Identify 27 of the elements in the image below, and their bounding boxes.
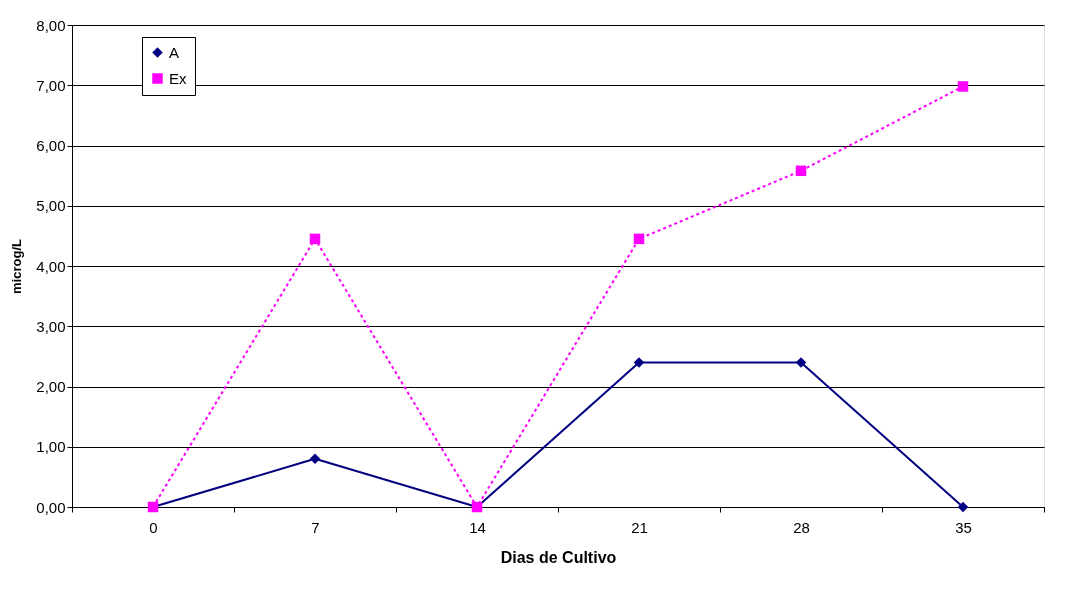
x-tick-label: 35 bbox=[955, 518, 972, 536]
point bbox=[309, 233, 321, 245]
x-tick-label: 28 bbox=[793, 518, 810, 536]
point bbox=[957, 81, 969, 92]
point bbox=[633, 233, 645, 245]
x-tick-label: 0 bbox=[149, 518, 158, 536]
y-tick-label: 6,00 bbox=[36, 137, 66, 154]
point bbox=[309, 453, 321, 465]
x-tick-label: 7 bbox=[311, 518, 320, 536]
y-tick-label: 2,00 bbox=[36, 378, 66, 395]
y-tick-label: 8,00 bbox=[36, 16, 66, 34]
y-tick-label: 3,00 bbox=[36, 317, 66, 335]
y-axis-title: microg/L bbox=[9, 239, 25, 294]
legend-label: A bbox=[169, 43, 180, 61]
point bbox=[633, 357, 645, 368]
y-tick-label: 5,00 bbox=[36, 197, 66, 215]
y-tick-label: 7,00 bbox=[36, 76, 66, 94]
point bbox=[795, 357, 807, 368]
point bbox=[957, 501, 969, 513]
x-tick-label: 21 bbox=[631, 518, 648, 536]
x-axis-title: Dias de Cultivo bbox=[500, 548, 617, 566]
y-tick-label: 0,00 bbox=[36, 498, 66, 516]
point bbox=[795, 165, 807, 177]
x-tick-label: 14 bbox=[469, 518, 486, 536]
y-tick-label: 4,00 bbox=[36, 257, 66, 275]
y-tick-label: 1,00 bbox=[36, 438, 66, 456]
legend-label: Ex bbox=[169, 69, 187, 87]
